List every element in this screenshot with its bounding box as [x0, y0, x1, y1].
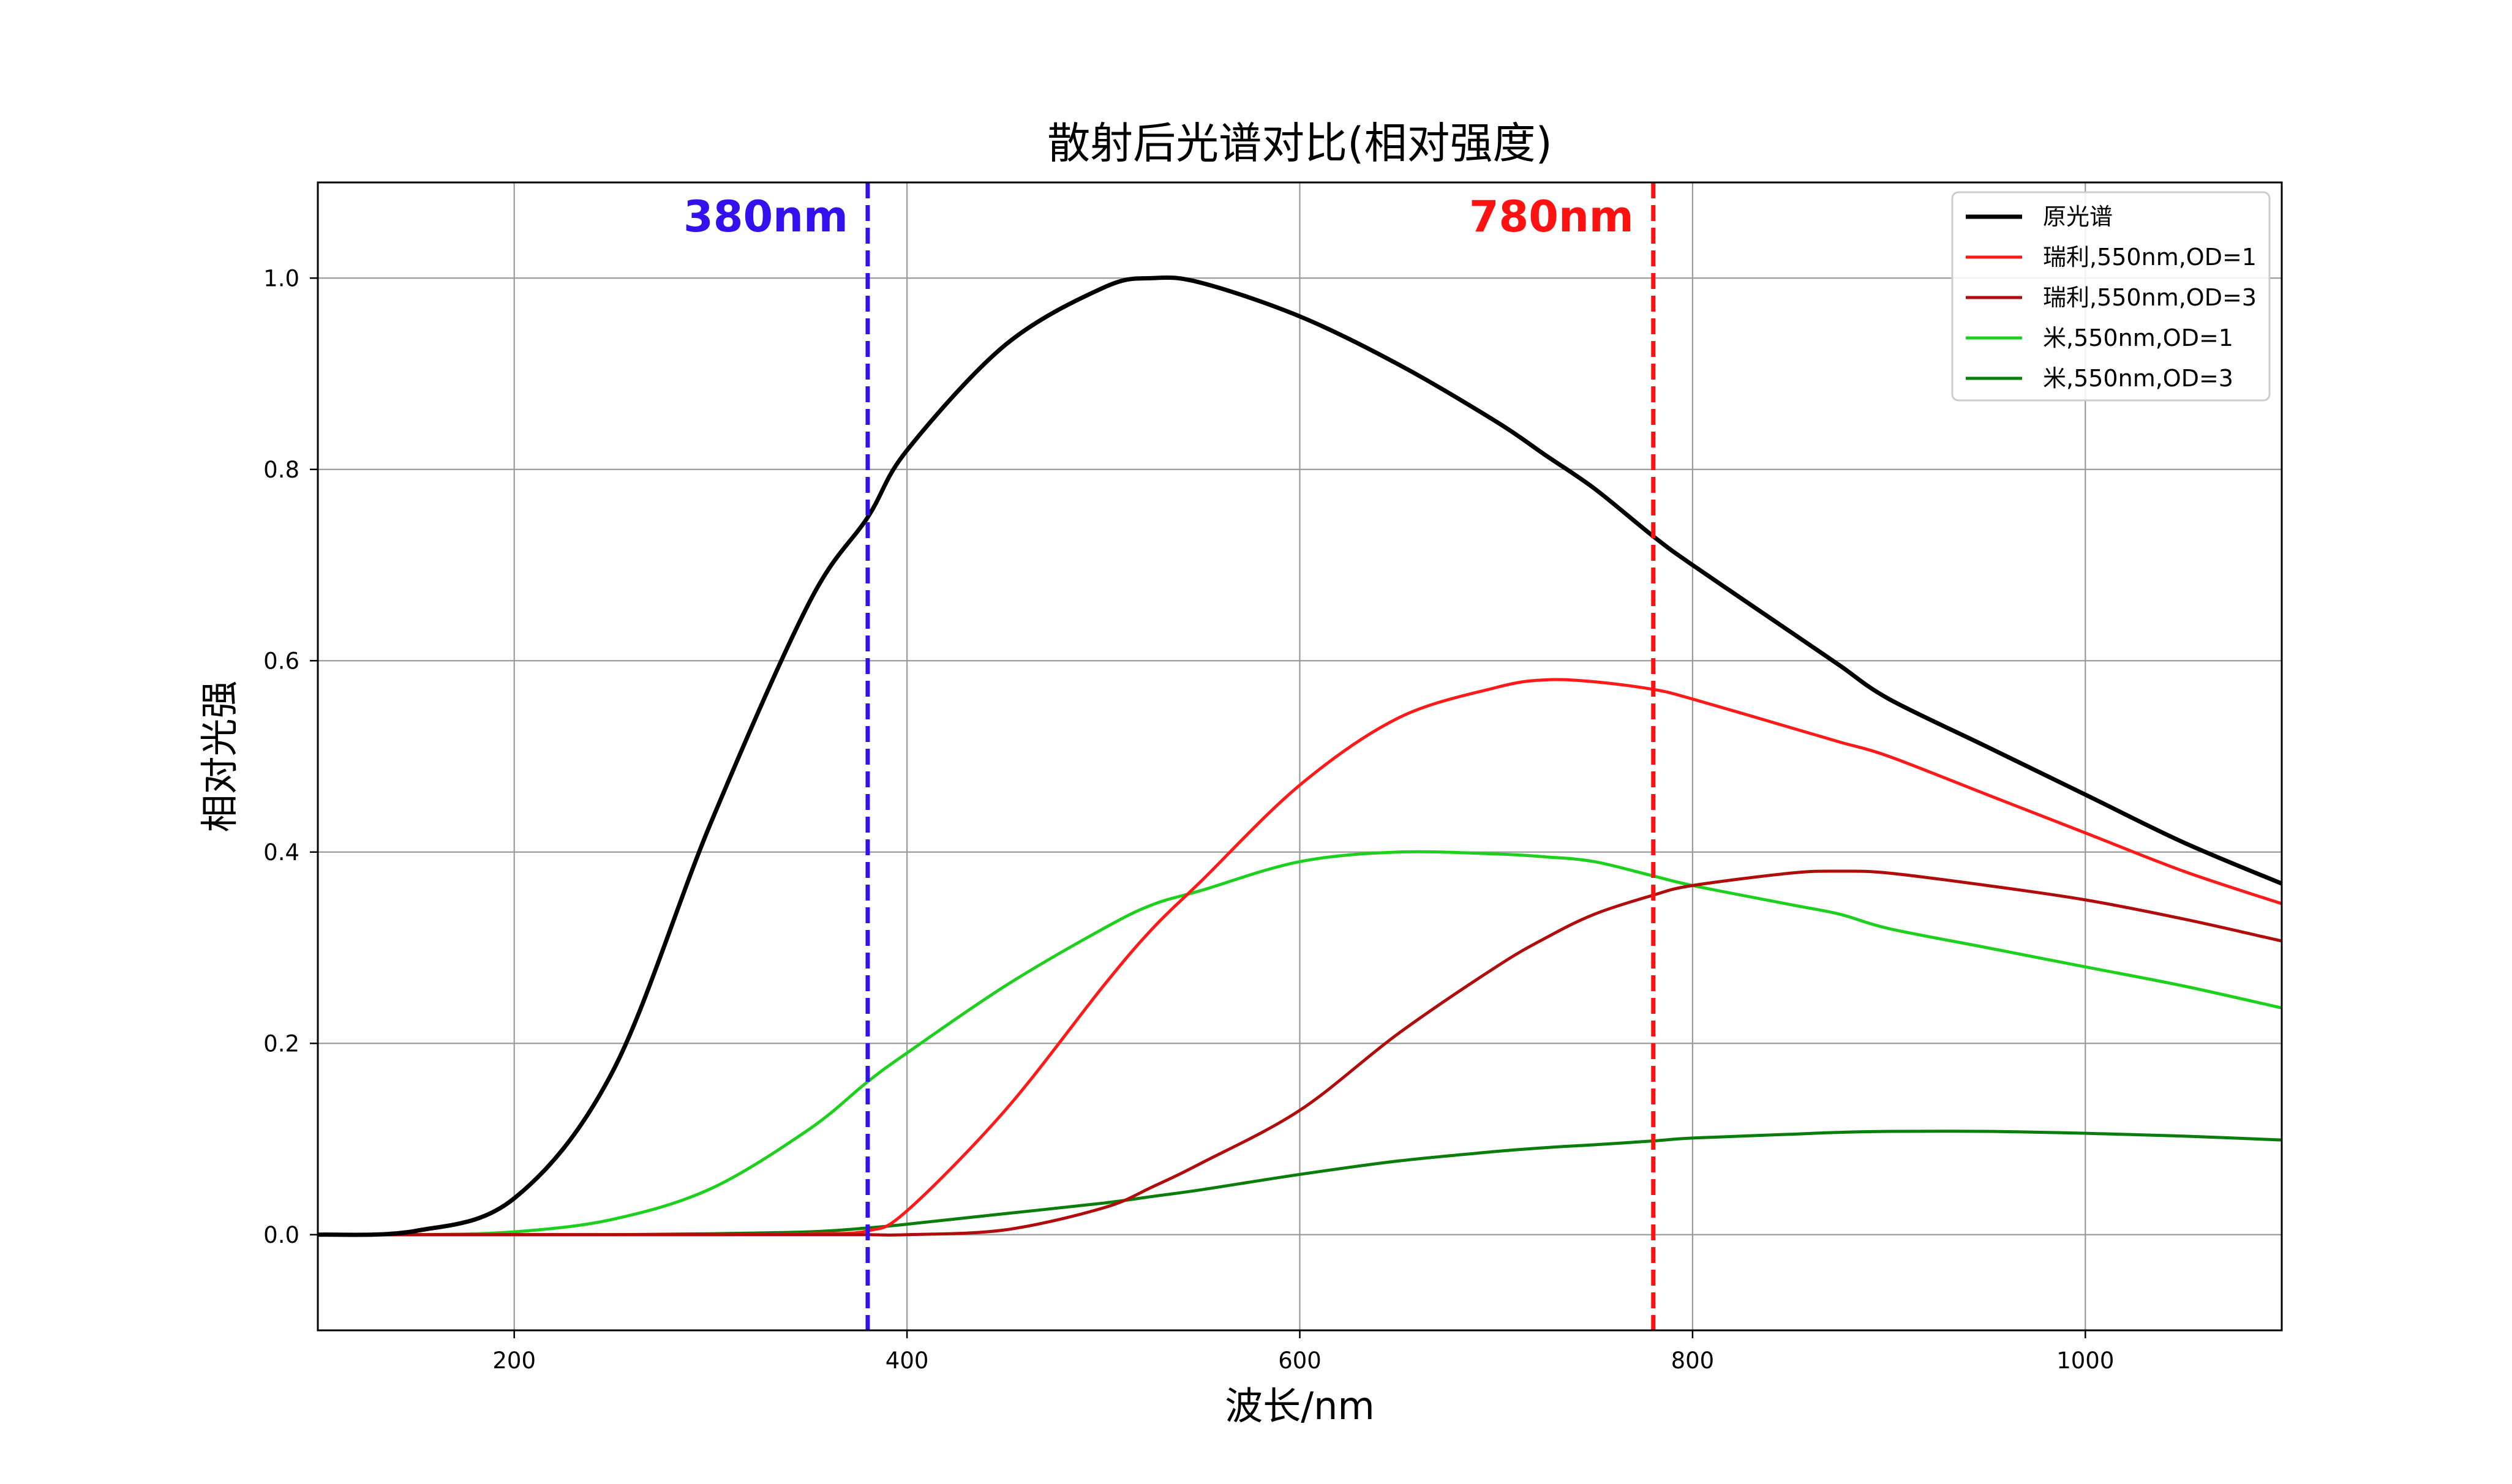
- x-tick-label: 200: [492, 1347, 536, 1374]
- legend-box: [1951, 191, 2271, 402]
- y-tick-label: 1.0: [263, 265, 299, 291]
- y-tick-label: 0.6: [263, 648, 299, 674]
- legend-label: 米,550nm,OD=3: [2043, 365, 2233, 392]
- vline-label-380: 380nm: [683, 192, 848, 242]
- x-tick-label: 1000: [2056, 1347, 2114, 1374]
- series-group: [317, 275, 2283, 1237]
- x-axis-label: 波长/nm: [1225, 1384, 1375, 1428]
- y-tick-label: 0.2: [263, 1030, 299, 1057]
- y-tick-label: 0.8: [263, 457, 299, 483]
- reference-lines: 380nm 780nm: [683, 182, 1656, 1330]
- y-axis-label: 相对光强: [197, 680, 242, 832]
- series-line-2: [318, 869, 2282, 1237]
- x-tick-label: 600: [1278, 1347, 1322, 1374]
- vline-label-780: 780nm: [1469, 192, 1634, 242]
- ticks: 200 400 600 800 1000 0.0 0.2 0.4 0.6 0.8 1.0: [263, 265, 2114, 1374]
- legend-label: 原光谱: [2043, 203, 2113, 230]
- legend-label: 瑞利,550nm,OD=1: [2043, 244, 2257, 271]
- y-tick-label: 0.4: [263, 839, 299, 866]
- chart-title: 散射后光谱对比(相对强度): [1047, 118, 1552, 168]
- series-line-3: [317, 850, 2282, 1237]
- x-tick-label: 800: [1671, 1347, 1715, 1374]
- series-line-0: [317, 275, 2283, 1237]
- legend-label: 瑞利,550nm,OD=3: [2043, 284, 2257, 311]
- y-tick-label: 0.0: [263, 1222, 299, 1248]
- x-tick-label: 400: [886, 1347, 929, 1374]
- legend-label: 米,550nm,OD=1: [2043, 324, 2233, 351]
